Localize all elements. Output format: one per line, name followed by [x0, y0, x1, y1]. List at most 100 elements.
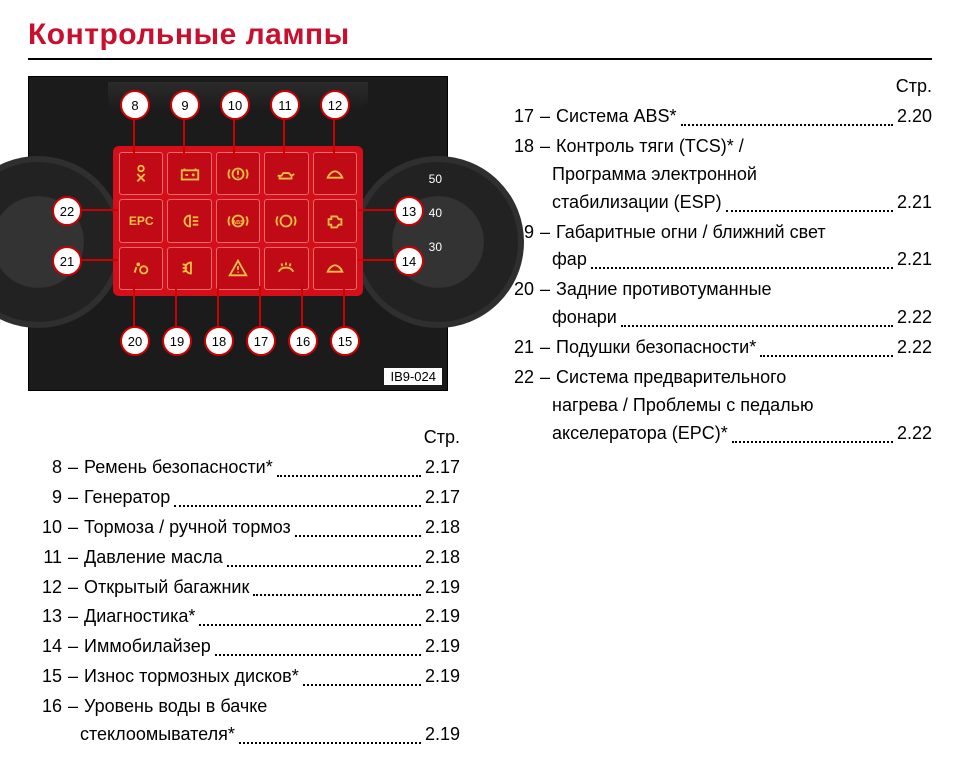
callout-11: 11 [270, 90, 300, 120]
leader-dots [591, 246, 893, 269]
foglight-icon [167, 247, 211, 290]
index-entry: 20–Задние противотуманныефонари2.22 [500, 276, 932, 332]
entry-number: 10 [28, 514, 68, 542]
entry-number: 12 [28, 574, 68, 602]
entry-page: 2.22 [897, 334, 932, 362]
entry-dash: – [68, 514, 84, 542]
index-entry: 14–Иммобилайзер2.19 [28, 633, 460, 661]
leader-dots [303, 663, 421, 686]
entry-label: акселератора (EPC)* [552, 420, 728, 448]
gauge-number: 30 [429, 240, 442, 254]
entry-dash: – [540, 219, 556, 247]
page-column-header: Стр. [28, 427, 460, 448]
lead [133, 118, 135, 158]
two-column-layout: 50 40 30 EPC ABS [28, 76, 932, 751]
index-entry: 8–Ремень безопасности*2.17 [28, 454, 460, 482]
callout-12: 12 [320, 90, 350, 120]
circle-icon [264, 199, 308, 242]
entry-dash: – [68, 544, 84, 572]
entry-label: Система предварительного [556, 364, 786, 392]
entry-label: Программа электронной [552, 161, 757, 189]
entry-page: 2.19 [425, 663, 460, 691]
leader-dots [732, 420, 893, 443]
entry-label: стеклоомывателя* [80, 721, 235, 749]
right-index-list: 17–Система ABS*2.2018–Контроль тяги (TCS… [500, 103, 932, 448]
warning-icon [216, 247, 260, 290]
entry-number: 15 [28, 663, 68, 691]
dashboard-figure: 50 40 30 EPC ABS [28, 76, 448, 391]
entry-label: Диагностика* [84, 603, 195, 631]
entry-page: 2.19 [425, 633, 460, 661]
callout-14: 14 [394, 246, 424, 276]
entry-number: 13 [28, 603, 68, 631]
callout-8: 8 [120, 90, 150, 120]
callout-21: 21 [52, 246, 82, 276]
left-column: 50 40 30 EPC ABS [28, 76, 460, 751]
callout-16: 16 [288, 326, 318, 356]
leader-dots [239, 721, 421, 744]
index-entry: 13–Диагностика*2.19 [28, 603, 460, 631]
entry-dash: – [68, 484, 84, 512]
index-entry: 19–Габаритные огни / ближний светфар2.21 [500, 219, 932, 275]
right-column: Стр. 17–Система ABS*2.2018–Контроль тяги… [500, 76, 932, 751]
entry-page: 2.19 [425, 721, 460, 749]
index-entry: 10–Тормоза / ручной тормоз2.18 [28, 514, 460, 542]
abs-icon: ABS [216, 199, 260, 242]
callout-22: 22 [52, 196, 82, 226]
entry-label: Иммобилайзер [84, 633, 211, 661]
lead [217, 286, 219, 328]
svg-text:ABS: ABS [232, 220, 244, 226]
callout-17: 17 [246, 326, 276, 356]
entry-label: Система ABS* [556, 103, 677, 131]
index-entry: 15–Износ тормозных дисков*2.19 [28, 663, 460, 691]
entry-dash: – [68, 693, 84, 721]
left-index-list: 8–Ремень безопасности*2.179–Генератор2.1… [28, 454, 460, 749]
leader-dots [295, 514, 421, 537]
callout-10: 10 [220, 90, 250, 120]
lead [343, 286, 345, 328]
entry-label: Ремень безопасности* [84, 454, 273, 482]
entry-dash: – [68, 603, 84, 631]
index-entry: 22–Система предварительногонагрева / Про… [500, 364, 932, 448]
entry-dash: – [540, 276, 556, 304]
index-entry: 11–Давление масла2.18 [28, 544, 460, 572]
title-rule [28, 58, 932, 60]
index-entry: 16–Уровень воды в бачкестеклоомывателя*2… [28, 693, 460, 749]
entry-dash: – [68, 574, 84, 602]
callout-15: 15 [330, 326, 360, 356]
index-entry: 12–Открытый багажник2.19 [28, 574, 460, 602]
lead [80, 259, 118, 261]
entry-label: фар [552, 246, 587, 274]
entry-page: 2.22 [897, 420, 932, 448]
entry-dash: – [540, 133, 556, 161]
entry-label: фонари [552, 304, 617, 332]
lead [333, 118, 335, 158]
entry-number: 9 [28, 484, 68, 512]
lead [133, 286, 135, 328]
warning-light-panel: EPC ABS [113, 146, 363, 296]
lead [233, 118, 235, 158]
callout-19: 19 [162, 326, 192, 356]
entry-number: 8 [28, 454, 68, 482]
entry-number: 17 [500, 103, 540, 131]
callout-9: 9 [170, 90, 200, 120]
entry-page: 2.18 [425, 544, 460, 572]
entry-label: Уровень воды в бачке [84, 693, 267, 721]
lead [358, 209, 396, 211]
entry-label: Габаритные огни / ближний свет [556, 219, 826, 247]
entry-label: Тормоза / ручной тормоз [84, 514, 291, 542]
lead [301, 286, 303, 328]
entry-label: Контроль тяги (TCS)* / [556, 133, 744, 161]
lead [183, 118, 185, 158]
leader-dots [227, 544, 421, 567]
lead [80, 209, 118, 211]
gauge-number: 50 [429, 172, 442, 186]
leader-dots [760, 334, 893, 357]
entry-number: 21 [500, 334, 540, 362]
entry-number: 18 [500, 133, 540, 161]
entry-label: Открытый багажник [84, 574, 249, 602]
lead [358, 259, 396, 261]
epc-icon: EPC [119, 199, 163, 242]
leader-dots [681, 103, 893, 126]
entry-dash: – [68, 633, 84, 661]
